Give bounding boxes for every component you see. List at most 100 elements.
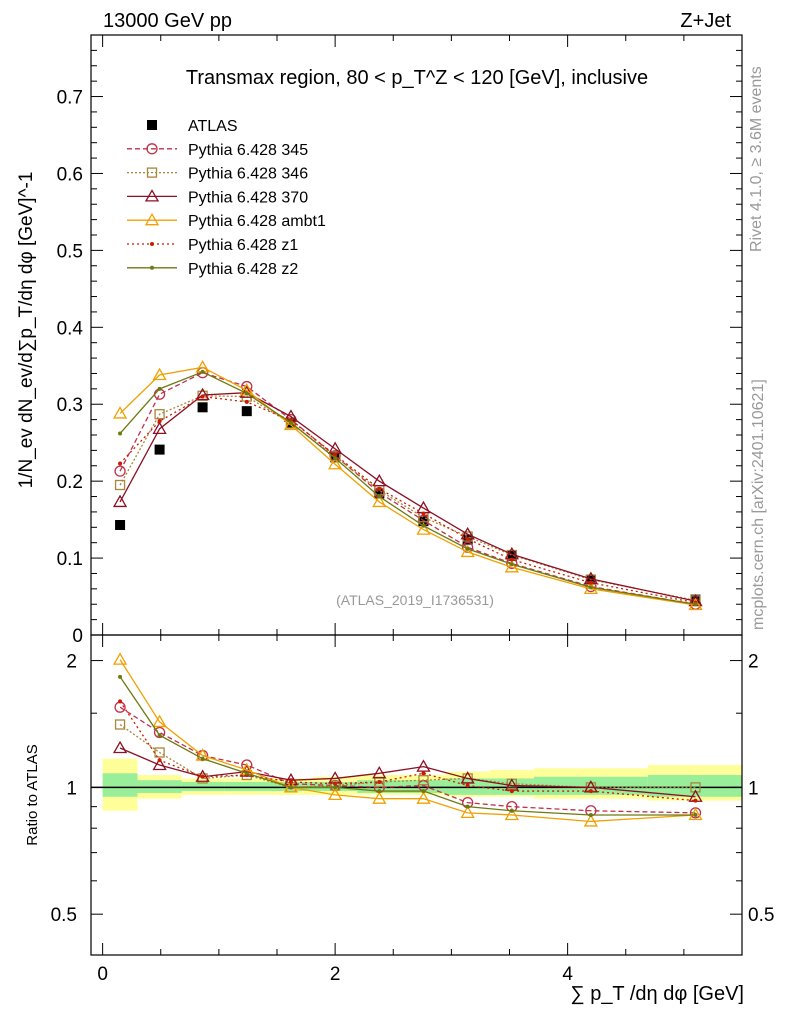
main-series-point-3-0 <box>112 494 128 508</box>
ratio-series-point-3-6 <box>372 791 387 804</box>
ratio-series-point-4-2 <box>200 774 205 779</box>
band-green-11 <box>647 774 742 797</box>
main-series-line-4 <box>119 366 696 606</box>
ratio-series-point-2-1 <box>152 757 167 771</box>
legend-marker-5 <box>150 242 154 246</box>
ratio-series-point-4-9 <box>509 789 514 794</box>
x-axis-label: ∑ p_T /dη dφ [GeV] <box>570 983 744 1005</box>
ratio-series-line-2 <box>119 747 696 798</box>
legend-marker-3 <box>144 189 160 202</box>
legend-label-6: Pythia 6.428 z2 <box>188 261 298 278</box>
header-left: 13000 GeV pp <box>103 10 232 32</box>
main-ytick-label-0: 0 <box>72 626 83 647</box>
main-series-point-0-7 <box>418 516 429 527</box>
main-series-point-4-0 <box>112 406 128 419</box>
band-green-3 <box>224 781 269 792</box>
legend-label-2: Pythia 6.428 346 <box>188 166 308 183</box>
legend-marker-1 <box>146 143 158 155</box>
ratio-series-point-3-8 <box>460 805 475 818</box>
main-series-point-3-1 <box>152 421 167 434</box>
band-green-7 <box>401 780 446 793</box>
main-series-line-1 <box>119 371 696 605</box>
main-series-line-6 <box>119 371 696 605</box>
ratio-ytick-label-0: 0.5 <box>51 905 77 926</box>
ratio-y-axis-label: Ratio to ATLAS <box>24 744 41 845</box>
legend-label-0: ATLAS <box>188 118 238 135</box>
side-rivet: Rivet 4.1.0, ≥ 3.6M events <box>748 66 765 252</box>
ratio-series-point-5-5 <box>333 785 338 790</box>
main-series-point-4-6 <box>372 494 387 508</box>
main-ytick-label-3: 0.3 <box>57 395 83 416</box>
main-ytick-label-4: 0.4 <box>57 318 84 339</box>
ratio-series-point-3-9 <box>504 807 519 821</box>
ratio-series-point-5-8 <box>465 804 470 809</box>
ratio-series-point-3-1 <box>152 714 167 728</box>
main-series-point-6-5 <box>333 456 338 461</box>
ratio-series-point-4-11 <box>693 798 698 803</box>
main-series-line-5 <box>119 395 696 604</box>
header-right: Z+Jet <box>680 10 731 32</box>
main-series-point-6-6 <box>377 494 382 499</box>
ratio-series-point-4-6 <box>377 779 382 784</box>
ratio-series-point-2-4 <box>283 772 299 786</box>
watermark: (ATLAS_2019_I1736531) <box>336 592 494 608</box>
main-series-point-5-3 <box>244 399 249 404</box>
main-series-point-6-7 <box>421 523 426 528</box>
main-series-point-3-6 <box>372 473 387 487</box>
main-ytick-label-6: 0.6 <box>57 164 83 185</box>
main-ytick-label-7: 0.7 <box>57 88 83 109</box>
ratio-series-point-5-9 <box>509 808 514 813</box>
ratio-series-point-5-11 <box>693 812 698 817</box>
ratio-series-point-4-4 <box>288 779 293 784</box>
main-series-point-0-2 <box>197 402 208 413</box>
legend-marker-0 <box>147 120 157 130</box>
main-series-point-5-0 <box>118 461 123 466</box>
ratio-series-line-0 <box>119 706 696 814</box>
ratio-series-point-1-7 <box>418 775 429 786</box>
main-series-point-4-7 <box>416 522 431 535</box>
ratio-series-point-2-8 <box>460 771 475 784</box>
main-series-point-5-8 <box>465 536 470 541</box>
ratio-series-point-2-2 <box>195 769 210 782</box>
main-series-point-6-1 <box>157 386 162 391</box>
main-series-point-4-8 <box>460 544 475 558</box>
main-series-point-6-8 <box>465 546 470 551</box>
ratio-series-line-3 <box>119 659 696 823</box>
legend-label-5: Pythia 6.428 z1 <box>188 237 298 254</box>
main-series-point-5-6 <box>377 486 382 491</box>
ratio-series-point-5-10 <box>588 812 593 817</box>
ratio-series-line-5 <box>119 676 696 816</box>
ratio-series-point-4-7 <box>421 771 426 776</box>
xtick-label-0: 0 <box>97 964 108 985</box>
main-series-point-4-5 <box>328 456 343 470</box>
main-ytick-label-1: 0.1 <box>57 549 83 570</box>
ratio-series-point-1-0 <box>114 719 126 730</box>
main-ytick-label-2: 0.2 <box>57 472 83 493</box>
ratio-series-point-3-11 <box>688 807 703 821</box>
main-series-point-4-9 <box>504 559 519 573</box>
main-y-axis-label: 1/N_ev dN_ev/d∑p_T/dη dφ [GeV]^-1 <box>16 172 37 489</box>
main-series-point-0-0 <box>115 520 126 530</box>
xtick-label-2: 4 <box>562 964 573 985</box>
ratio-series-point-4-1 <box>157 758 162 763</box>
main-series-point-0-6 <box>374 488 385 499</box>
ratio-series-point-4-10 <box>588 789 593 794</box>
main-series-point-6-10 <box>588 585 593 590</box>
ratio-ytick-label-right-2: 2 <box>748 652 759 673</box>
ratio-series-point-4-8 <box>465 783 470 788</box>
ratio-frame <box>90 634 743 956</box>
main-series-point-6-11 <box>693 602 698 607</box>
ratio-ytick-label-2: 2 <box>66 652 77 673</box>
main-series-point-2-0 <box>114 479 126 491</box>
main-series-point-6-0 <box>118 431 123 436</box>
ratio-series-point-0-1 <box>153 726 166 739</box>
ratio-series-point-5-3 <box>244 771 249 776</box>
ratio-series-point-4-5 <box>333 781 338 786</box>
ratio-series-point-5-6 <box>377 789 382 794</box>
ratio-series-point-5-1 <box>157 733 162 738</box>
main-series-point-5-5 <box>333 453 338 457</box>
legend-label-3: Pythia 6.428 370 <box>188 189 308 206</box>
ratio-series-point-5-0 <box>118 674 123 679</box>
legend-label-4: Pythia 6.428 ambt1 <box>188 213 326 230</box>
